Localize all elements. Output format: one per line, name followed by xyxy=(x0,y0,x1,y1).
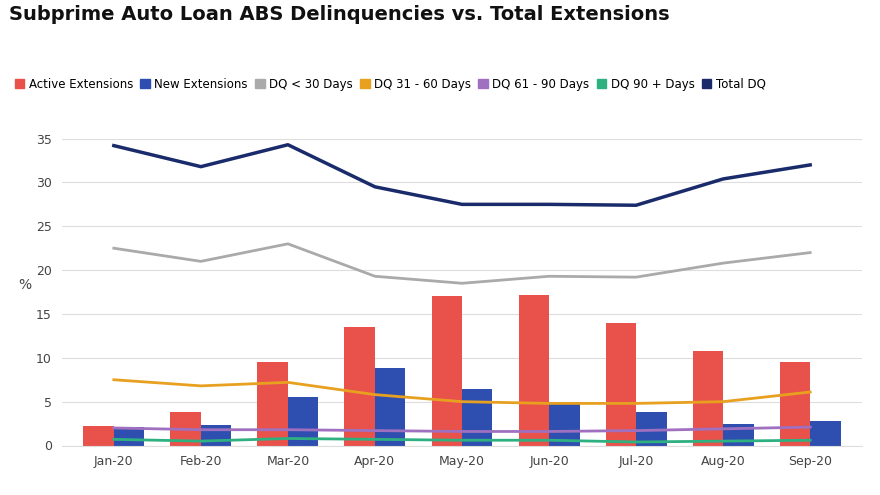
Bar xyxy=(810,421,840,446)
Bar xyxy=(693,351,723,446)
Bar xyxy=(201,425,231,446)
Bar xyxy=(344,327,375,446)
Bar xyxy=(518,295,549,446)
Bar xyxy=(288,397,319,446)
Y-axis label: %: % xyxy=(18,278,32,292)
Bar xyxy=(431,297,462,446)
Bar xyxy=(114,427,144,446)
Bar xyxy=(462,389,493,446)
Bar xyxy=(780,362,810,446)
Bar xyxy=(549,401,580,446)
Bar xyxy=(258,362,288,446)
Bar xyxy=(636,412,666,446)
Bar xyxy=(605,323,636,446)
Bar xyxy=(375,368,406,446)
Bar xyxy=(84,426,114,446)
Bar xyxy=(723,424,753,446)
Legend: Active Extensions, New Extensions, DQ < 30 Days, DQ 31 - 60 Days, DQ 61 - 90 Day: Active Extensions, New Extensions, DQ < … xyxy=(15,78,766,91)
Text: Subprime Auto Loan ABS Delinquencies vs. Total Extensions: Subprime Auto Loan ABS Delinquencies vs.… xyxy=(9,5,670,24)
Bar xyxy=(171,412,201,446)
